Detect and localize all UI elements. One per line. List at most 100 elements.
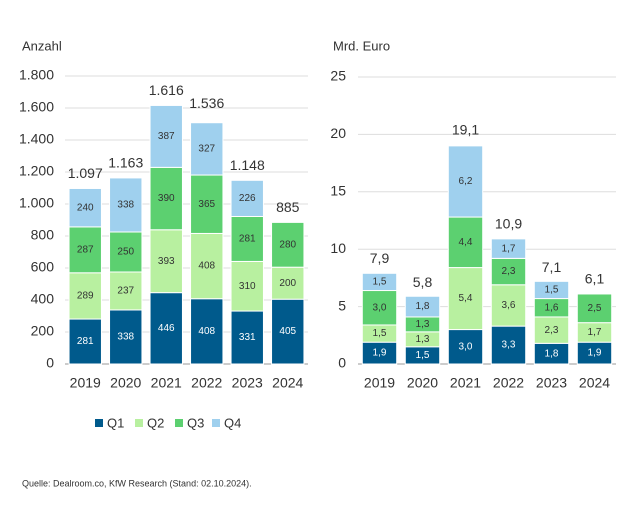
value-label: 3,0 bbox=[459, 341, 473, 352]
y-tick-label: 15 bbox=[330, 183, 346, 199]
x-tick-label: 2023 bbox=[232, 375, 263, 391]
value-label: 1,6 bbox=[545, 302, 559, 313]
value-label: 281 bbox=[239, 234, 256, 245]
x-tick-label: 2024 bbox=[272, 375, 303, 391]
total-label: 19,1 bbox=[452, 121, 479, 137]
total-label: 1.616 bbox=[149, 82, 184, 98]
total-label: 10,9 bbox=[495, 216, 522, 232]
y-tick-label: 1.200 bbox=[19, 163, 54, 179]
legend-label: Q4 bbox=[224, 415, 241, 430]
y-tick-label: 600 bbox=[31, 259, 55, 275]
y-tick-label: 800 bbox=[31, 227, 55, 243]
value-label: 240 bbox=[77, 202, 94, 213]
bar-segment bbox=[190, 122, 224, 176]
bar-segment bbox=[447, 267, 484, 331]
value-label: 5,4 bbox=[459, 293, 473, 304]
value-label: 1,7 bbox=[588, 327, 602, 338]
y-tick-label: 0 bbox=[46, 355, 54, 371]
value-label: 1,9 bbox=[588, 348, 602, 359]
total-label: 1.097 bbox=[68, 165, 103, 181]
x-tick-label: 2020 bbox=[407, 375, 438, 391]
value-label: 4,4 bbox=[459, 237, 473, 248]
x-tick-label: 2021 bbox=[151, 375, 182, 391]
value-label: 310 bbox=[239, 281, 256, 292]
y-tick-label: 20 bbox=[330, 125, 346, 141]
total-label: 1.536 bbox=[189, 95, 224, 111]
bar-segment bbox=[576, 293, 613, 324]
value-label: 408 bbox=[198, 326, 215, 337]
bar-segment bbox=[68, 226, 102, 274]
value-label: 2,5 bbox=[588, 303, 602, 314]
value-label: 2,3 bbox=[545, 325, 559, 336]
bar-segment bbox=[490, 325, 527, 365]
bar-segment bbox=[447, 329, 484, 365]
bar-segment bbox=[109, 271, 143, 311]
total-label: 885 bbox=[276, 199, 300, 215]
total-label: 1.148 bbox=[230, 157, 265, 173]
value-label: 237 bbox=[117, 286, 134, 297]
value-label: 2,3 bbox=[502, 266, 516, 277]
bar-segment bbox=[149, 104, 183, 168]
x-tick-label: 2021 bbox=[450, 375, 481, 391]
bar-segment bbox=[490, 284, 527, 327]
value-label: 327 bbox=[198, 144, 215, 155]
value-label: 1,5 bbox=[373, 277, 387, 288]
value-label: 1,9 bbox=[373, 348, 387, 359]
value-label: 338 bbox=[117, 332, 134, 343]
bar-segment bbox=[190, 298, 224, 365]
x-tick-label: 2023 bbox=[536, 375, 567, 391]
bar-segment bbox=[271, 221, 305, 268]
bar-segment bbox=[533, 280, 570, 300]
value-label: 393 bbox=[158, 256, 175, 267]
value-label: 1,3 bbox=[416, 334, 430, 345]
bar-segment bbox=[361, 272, 398, 292]
bar-segment bbox=[230, 179, 264, 217]
x-tick-label: 2022 bbox=[493, 375, 524, 391]
total-label: 7,9 bbox=[370, 250, 390, 266]
value-label: 287 bbox=[77, 244, 94, 255]
bar-segment bbox=[109, 177, 143, 233]
bar-segment bbox=[149, 229, 183, 294]
total-label: 5,8 bbox=[413, 274, 433, 290]
y-tick-label: 400 bbox=[31, 291, 55, 307]
bar-segment bbox=[68, 187, 102, 228]
legend-swatch bbox=[175, 419, 183, 427]
bar-segment bbox=[447, 145, 484, 218]
total-label: 7,1 bbox=[542, 259, 562, 275]
value-label: 1,7 bbox=[502, 243, 516, 254]
value-label: 405 bbox=[279, 326, 296, 337]
legend-label: Q2 bbox=[147, 415, 164, 430]
bar-segment bbox=[404, 295, 441, 318]
bar-segment bbox=[490, 238, 527, 259]
x-tick-label: 2022 bbox=[191, 375, 222, 391]
bar-segment bbox=[447, 216, 484, 269]
value-label: 1,5 bbox=[373, 328, 387, 339]
legend-swatch bbox=[135, 419, 143, 427]
value-label: 446 bbox=[158, 323, 175, 334]
y-tick-label: 10 bbox=[330, 240, 346, 256]
value-label: 1,5 bbox=[416, 350, 430, 361]
value-label: 1,8 bbox=[416, 301, 430, 312]
y-tick-label: 1.800 bbox=[19, 67, 54, 83]
value-label: 281 bbox=[77, 336, 94, 347]
y-tick-label: 25 bbox=[330, 68, 346, 84]
value-label: 390 bbox=[158, 193, 175, 204]
value-label: 250 bbox=[117, 247, 134, 258]
y-tick-label: 1.400 bbox=[19, 131, 54, 147]
y-tick-label: 1.000 bbox=[19, 195, 54, 211]
legend-label: Q1 bbox=[107, 415, 124, 430]
axis-label: Anzahl bbox=[22, 38, 62, 53]
value-label: 1,3 bbox=[416, 319, 430, 330]
value-label: 1,8 bbox=[545, 348, 559, 359]
bar-segment bbox=[109, 309, 143, 365]
value-label: 338 bbox=[117, 200, 134, 211]
legend-swatch bbox=[212, 419, 220, 427]
value-label: 1,5 bbox=[545, 285, 559, 296]
value-label: 331 bbox=[239, 332, 256, 343]
bar-segment bbox=[271, 266, 305, 300]
bar-segment bbox=[149, 292, 183, 365]
value-label: 3,3 bbox=[502, 340, 516, 351]
total-label: 1.163 bbox=[108, 155, 143, 171]
value-label: 289 bbox=[77, 291, 94, 302]
